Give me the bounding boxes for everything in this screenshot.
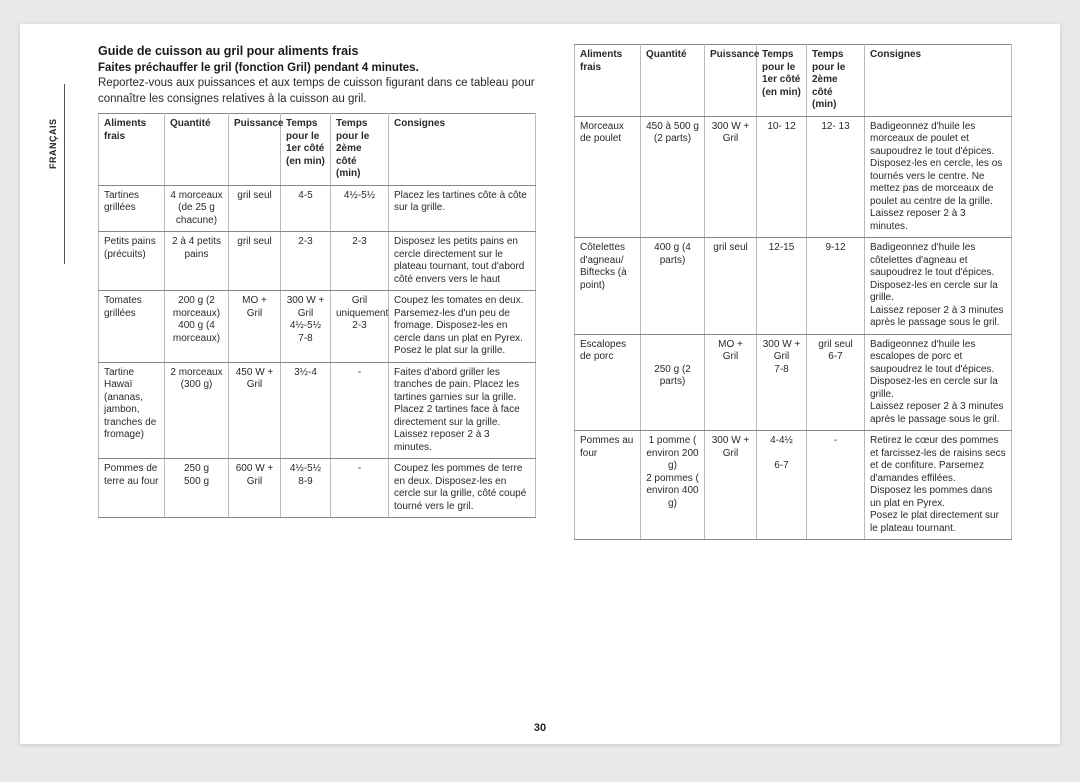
table-cell: Tomates grillées bbox=[99, 291, 165, 363]
table-header: Aliments frais Quantité Puissance Temps … bbox=[575, 45, 1012, 117]
intro-body: Reportez-vous aux puissances et aux temp… bbox=[98, 76, 536, 107]
table-cell: 9-12 bbox=[807, 238, 865, 335]
table-cell: 3½-4 bbox=[281, 362, 331, 459]
table-cell: 12- 13 bbox=[807, 116, 865, 238]
table-cell: Placez les tartines côte à côte sur la g… bbox=[389, 185, 536, 232]
language-tab: FRANÇAIS bbox=[48, 119, 58, 170]
th-aliments: Aliments frais bbox=[99, 114, 165, 186]
th-quantite: Quantité bbox=[165, 114, 229, 186]
table-row: Escalopes de porc250 g (2 parts)MO + Gri… bbox=[575, 334, 1012, 431]
grill-table-right: Aliments frais Quantité Puissance Temps … bbox=[574, 44, 1012, 540]
table-row: Petits pains (précuits)2 à 4 petits pain… bbox=[99, 232, 536, 291]
table-cell: Petits pains (précuits) bbox=[99, 232, 165, 291]
table-cell: 4½-5½8-9 bbox=[281, 459, 331, 518]
table-cell: 400 g (4 parts) bbox=[641, 238, 705, 335]
table-cell: MO + Gril bbox=[705, 334, 757, 431]
table-cell: Disposez les petits pains en cercle dire… bbox=[389, 232, 536, 291]
table-cell: Faites d'abord griller les tranches de p… bbox=[389, 362, 536, 459]
lang-rule bbox=[64, 84, 65, 264]
table-cell: Badigeonnez d'huile les escalopes de por… bbox=[865, 334, 1012, 431]
table-cell: Coupez les pommes de terre en deux. Disp… bbox=[389, 459, 536, 518]
th-temps2: Temps pour le 2ème côté (min) bbox=[331, 114, 389, 186]
table-cell: 2 morceaux (300 g) bbox=[165, 362, 229, 459]
table-row: Tomates grillées200 g (2 morceaux)400 g … bbox=[99, 291, 536, 363]
table-cell: 12-15 bbox=[757, 238, 807, 335]
th-consignes: Consignes bbox=[389, 114, 536, 186]
table-cell: Escalopes de porc bbox=[575, 334, 641, 431]
table-cell: 450 W + Gril bbox=[229, 362, 281, 459]
table-row: Tartines grillées4 morceaux (de 25 g cha… bbox=[99, 185, 536, 232]
page-number: 30 bbox=[20, 722, 1060, 734]
table-cell: 250 g500 g bbox=[165, 459, 229, 518]
table-cell: 300 W + Gril bbox=[705, 116, 757, 238]
guide-title: Guide de cuisson au gril pour aliments f… bbox=[98, 44, 536, 58]
table-cell: 600 W + Gril bbox=[229, 459, 281, 518]
table-cell: MO + Gril bbox=[229, 291, 281, 363]
table-cell: - bbox=[331, 459, 389, 518]
table-cell: - bbox=[807, 431, 865, 540]
table-cell: Côtelettes d'agneau/ Biftecks (à point) bbox=[575, 238, 641, 335]
table-cell: 450 à 500 g (2 parts) bbox=[641, 116, 705, 238]
th-temps2: Temps pour le 2ème côté (min) bbox=[807, 45, 865, 117]
table-cell: 2 à 4 petits pains bbox=[165, 232, 229, 291]
table-cell: gril seul bbox=[705, 238, 757, 335]
table-header: Aliments frais Quantité Puissance Temps … bbox=[99, 114, 536, 186]
table-cell: Morceaux de poulet bbox=[575, 116, 641, 238]
table-row: Côtelettes d'agneau/ Biftecks (à point)4… bbox=[575, 238, 1012, 335]
table-cell: 300 W + Gril4½-5½7-8 bbox=[281, 291, 331, 363]
table-cell: 4-4½6-7 bbox=[757, 431, 807, 540]
th-quantite: Quantité bbox=[641, 45, 705, 117]
table-cell: Tartines grillées bbox=[99, 185, 165, 232]
table-body-right: Morceaux de poulet450 à 500 g (2 parts)3… bbox=[575, 116, 1012, 540]
th-temps1: Temps pour le 1er côté (en min) bbox=[757, 45, 807, 117]
table-body-left: Tartines grillées4 morceaux (de 25 g cha… bbox=[99, 185, 536, 518]
table-cell: gril seul bbox=[229, 185, 281, 232]
th-temps1: Temps pour le 1er côté (en min) bbox=[281, 114, 331, 186]
manual-page: FRANÇAIS Guide de cuisson au gril pour a… bbox=[20, 24, 1060, 744]
th-puissance: Puissance bbox=[229, 114, 281, 186]
table-cell: Pommes de terre au four bbox=[99, 459, 165, 518]
table-cell: gril seul bbox=[229, 232, 281, 291]
table-cell: Pommes au four bbox=[575, 431, 641, 540]
table-cell: 200 g (2 morceaux)400 g (4 morceaux) bbox=[165, 291, 229, 363]
table-cell: 300 W + Gril7-8 bbox=[757, 334, 807, 431]
table-cell: 4 morceaux (de 25 g chacune) bbox=[165, 185, 229, 232]
table-row: Pommes au four1 pomme ( environ 200 g)2 … bbox=[575, 431, 1012, 540]
table-cell: Gril uniquement2-3 bbox=[331, 291, 389, 363]
table-cell: 1 pomme ( environ 200 g)2 pommes ( envir… bbox=[641, 431, 705, 540]
table-row: Morceaux de poulet450 à 500 g (2 parts)3… bbox=[575, 116, 1012, 238]
table-cell: 2-3 bbox=[281, 232, 331, 291]
table-cell: 300 W + Gril bbox=[705, 431, 757, 540]
left-column: Guide de cuisson au gril pour aliments f… bbox=[98, 44, 536, 540]
table-row: Pommes de terre au four250 g500 g600 W +… bbox=[99, 459, 536, 518]
table-cell: 10- 12 bbox=[757, 116, 807, 238]
table-cell: 2-3 bbox=[331, 232, 389, 291]
table-cell: gril seul6-7 bbox=[807, 334, 865, 431]
table-cell: Badigeonnez d'huile les côtelettes d'agn… bbox=[865, 238, 1012, 335]
th-puissance: Puissance bbox=[705, 45, 757, 117]
th-aliments: Aliments frais bbox=[575, 45, 641, 117]
table-cell: 4-5 bbox=[281, 185, 331, 232]
preheat-line: Faites préchauffer le gril (fonction Gri… bbox=[98, 62, 536, 74]
table-cell: Coupez les tomates en deux. Parsemez-les… bbox=[389, 291, 536, 363]
table-cell: Badigeonnez d'huile les morceaux de poul… bbox=[865, 116, 1012, 238]
two-column-layout: Guide de cuisson au gril pour aliments f… bbox=[98, 44, 1012, 540]
table-cell: 4½-5½ bbox=[331, 185, 389, 232]
right-column: Aliments frais Quantité Puissance Temps … bbox=[574, 44, 1012, 540]
th-consignes: Consignes bbox=[865, 45, 1012, 117]
table-cell: Retirez le cœur des pommes et farcissez-… bbox=[865, 431, 1012, 540]
table-row: Tartine Hawaï (ananas, jambon, tranches … bbox=[99, 362, 536, 459]
table-cell: - bbox=[331, 362, 389, 459]
grill-table-left: Aliments frais Quantité Puissance Temps … bbox=[98, 113, 536, 518]
table-cell: 250 g (2 parts) bbox=[641, 334, 705, 431]
table-cell: Tartine Hawaï (ananas, jambon, tranches … bbox=[99, 362, 165, 459]
